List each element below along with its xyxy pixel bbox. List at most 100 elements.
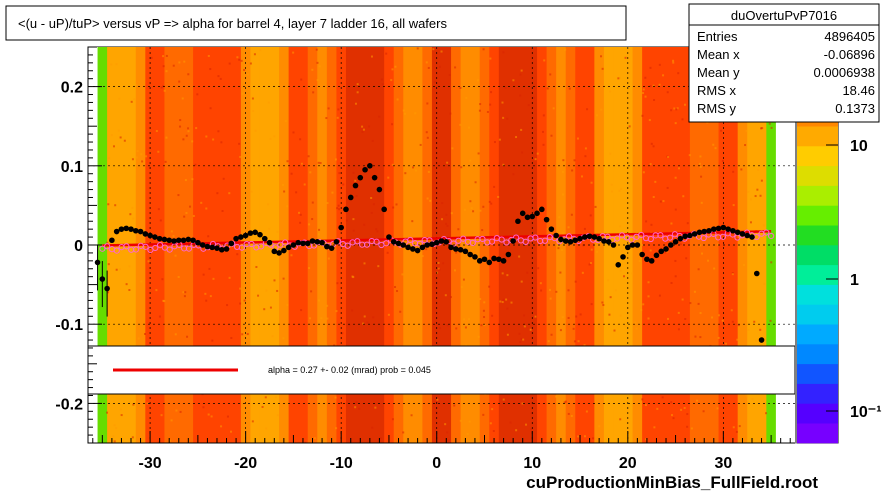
heat-speckle — [532, 96, 535, 99]
heat-speckle — [380, 78, 383, 81]
heat-speckle — [331, 191, 334, 194]
heat-speckle — [658, 294, 661, 297]
heat-speckle — [284, 120, 287, 123]
heat-speckle — [479, 209, 482, 212]
heat-speckle — [239, 287, 242, 290]
heat-speckle — [317, 233, 320, 236]
heat-speckle — [619, 418, 622, 421]
heat-speckle — [157, 150, 160, 153]
heat-speckle — [187, 127, 190, 130]
heat-speckle — [186, 335, 189, 338]
heat-speckle — [512, 79, 515, 82]
heat-speckle — [658, 63, 661, 66]
heat-speckle — [567, 226, 570, 229]
stats-row-value: 0.1373 — [835, 101, 875, 116]
heat-speckle — [162, 65, 165, 68]
heat-speckle — [749, 198, 752, 201]
heat-speckle — [662, 74, 665, 77]
heat-speckle — [150, 56, 153, 59]
heat-speckle — [732, 204, 735, 207]
heat-speckle — [299, 213, 302, 216]
profile-point — [625, 244, 631, 251]
heat-speckle — [574, 280, 577, 283]
heat-speckle — [366, 321, 369, 324]
heat-speckle — [286, 205, 289, 208]
profile-point — [147, 232, 153, 239]
secondary-point — [513, 234, 520, 241]
heat-column — [336, 47, 347, 443]
heat-speckle — [356, 83, 359, 86]
profile-point — [424, 242, 430, 248]
secondary-point — [479, 235, 486, 243]
heat-speckle — [649, 163, 652, 166]
heat-speckle — [589, 214, 592, 217]
heat-speckle — [628, 125, 631, 128]
heat-speckle — [371, 426, 374, 429]
heat-speckle — [326, 304, 329, 307]
heat-speckle — [298, 211, 301, 214]
profile-point — [367, 163, 373, 169]
heat-speckle — [268, 227, 271, 230]
heat-speckle — [336, 116, 339, 119]
profile-point — [357, 174, 364, 181]
heat-speckle — [107, 263, 110, 266]
heat-speckle — [570, 213, 573, 216]
heat-speckle — [385, 52, 388, 55]
heat-speckle — [437, 261, 440, 264]
y-tick-label: -0.1 — [55, 317, 83, 334]
heat-speckle — [247, 73, 250, 76]
heat-speckle — [446, 224, 449, 227]
heat-speckle — [276, 289, 279, 292]
file-name-footer: cuProductionMinBias_FullField.root — [526, 473, 818, 492]
heat-column — [221, 47, 232, 443]
heat-speckle — [499, 300, 502, 303]
heat-speckle — [580, 175, 583, 178]
heat-speckle — [561, 170, 564, 173]
heat-speckle — [681, 118, 684, 121]
heat-speckle — [342, 183, 345, 186]
heat-speckle — [137, 337, 140, 340]
heat-speckle — [387, 313, 390, 316]
heat-speckle — [653, 426, 656, 429]
heat-speckle — [390, 79, 393, 82]
heat-speckle — [187, 73, 190, 76]
profile-point — [142, 231, 149, 237]
heat-speckle — [255, 265, 258, 268]
heat-speckle — [491, 314, 494, 317]
secondary-point — [104, 243, 111, 250]
heat-speckle — [623, 138, 626, 141]
heat-speckle — [316, 79, 319, 82]
heat-speckle — [762, 224, 765, 227]
heat-speckle — [711, 316, 714, 319]
profile-point — [309, 238, 316, 244]
heat-speckle — [205, 299, 208, 302]
profile-point — [715, 225, 722, 232]
heat-column — [546, 47, 557, 443]
heat-speckle — [370, 211, 373, 214]
heat-speckle — [641, 243, 644, 246]
heat-speckle — [265, 427, 268, 430]
heat-speckle — [356, 91, 359, 94]
heat-speckle — [667, 317, 670, 320]
heat-speckle — [588, 263, 591, 266]
heat-speckle — [754, 195, 757, 198]
profile-point — [519, 210, 526, 217]
heat-speckle — [128, 265, 131, 268]
heat-speckle — [160, 86, 163, 89]
heat-column — [756, 47, 767, 443]
profile-point — [395, 240, 402, 247]
color-bar-step — [797, 363, 838, 384]
profile-point — [453, 246, 459, 252]
heat-speckle — [460, 285, 463, 288]
heat-speckle — [311, 218, 314, 221]
heat-speckle — [309, 317, 312, 320]
heat-speckle — [653, 99, 656, 102]
heat-speckle — [689, 302, 692, 305]
heat-speckle — [165, 136, 168, 139]
heat-speckle — [521, 402, 524, 405]
color-bar-step — [797, 383, 838, 404]
heat-speckle — [699, 312, 702, 315]
heat-speckle — [267, 101, 270, 104]
heat-column — [556, 47, 567, 443]
heat-speckle — [666, 186, 669, 189]
